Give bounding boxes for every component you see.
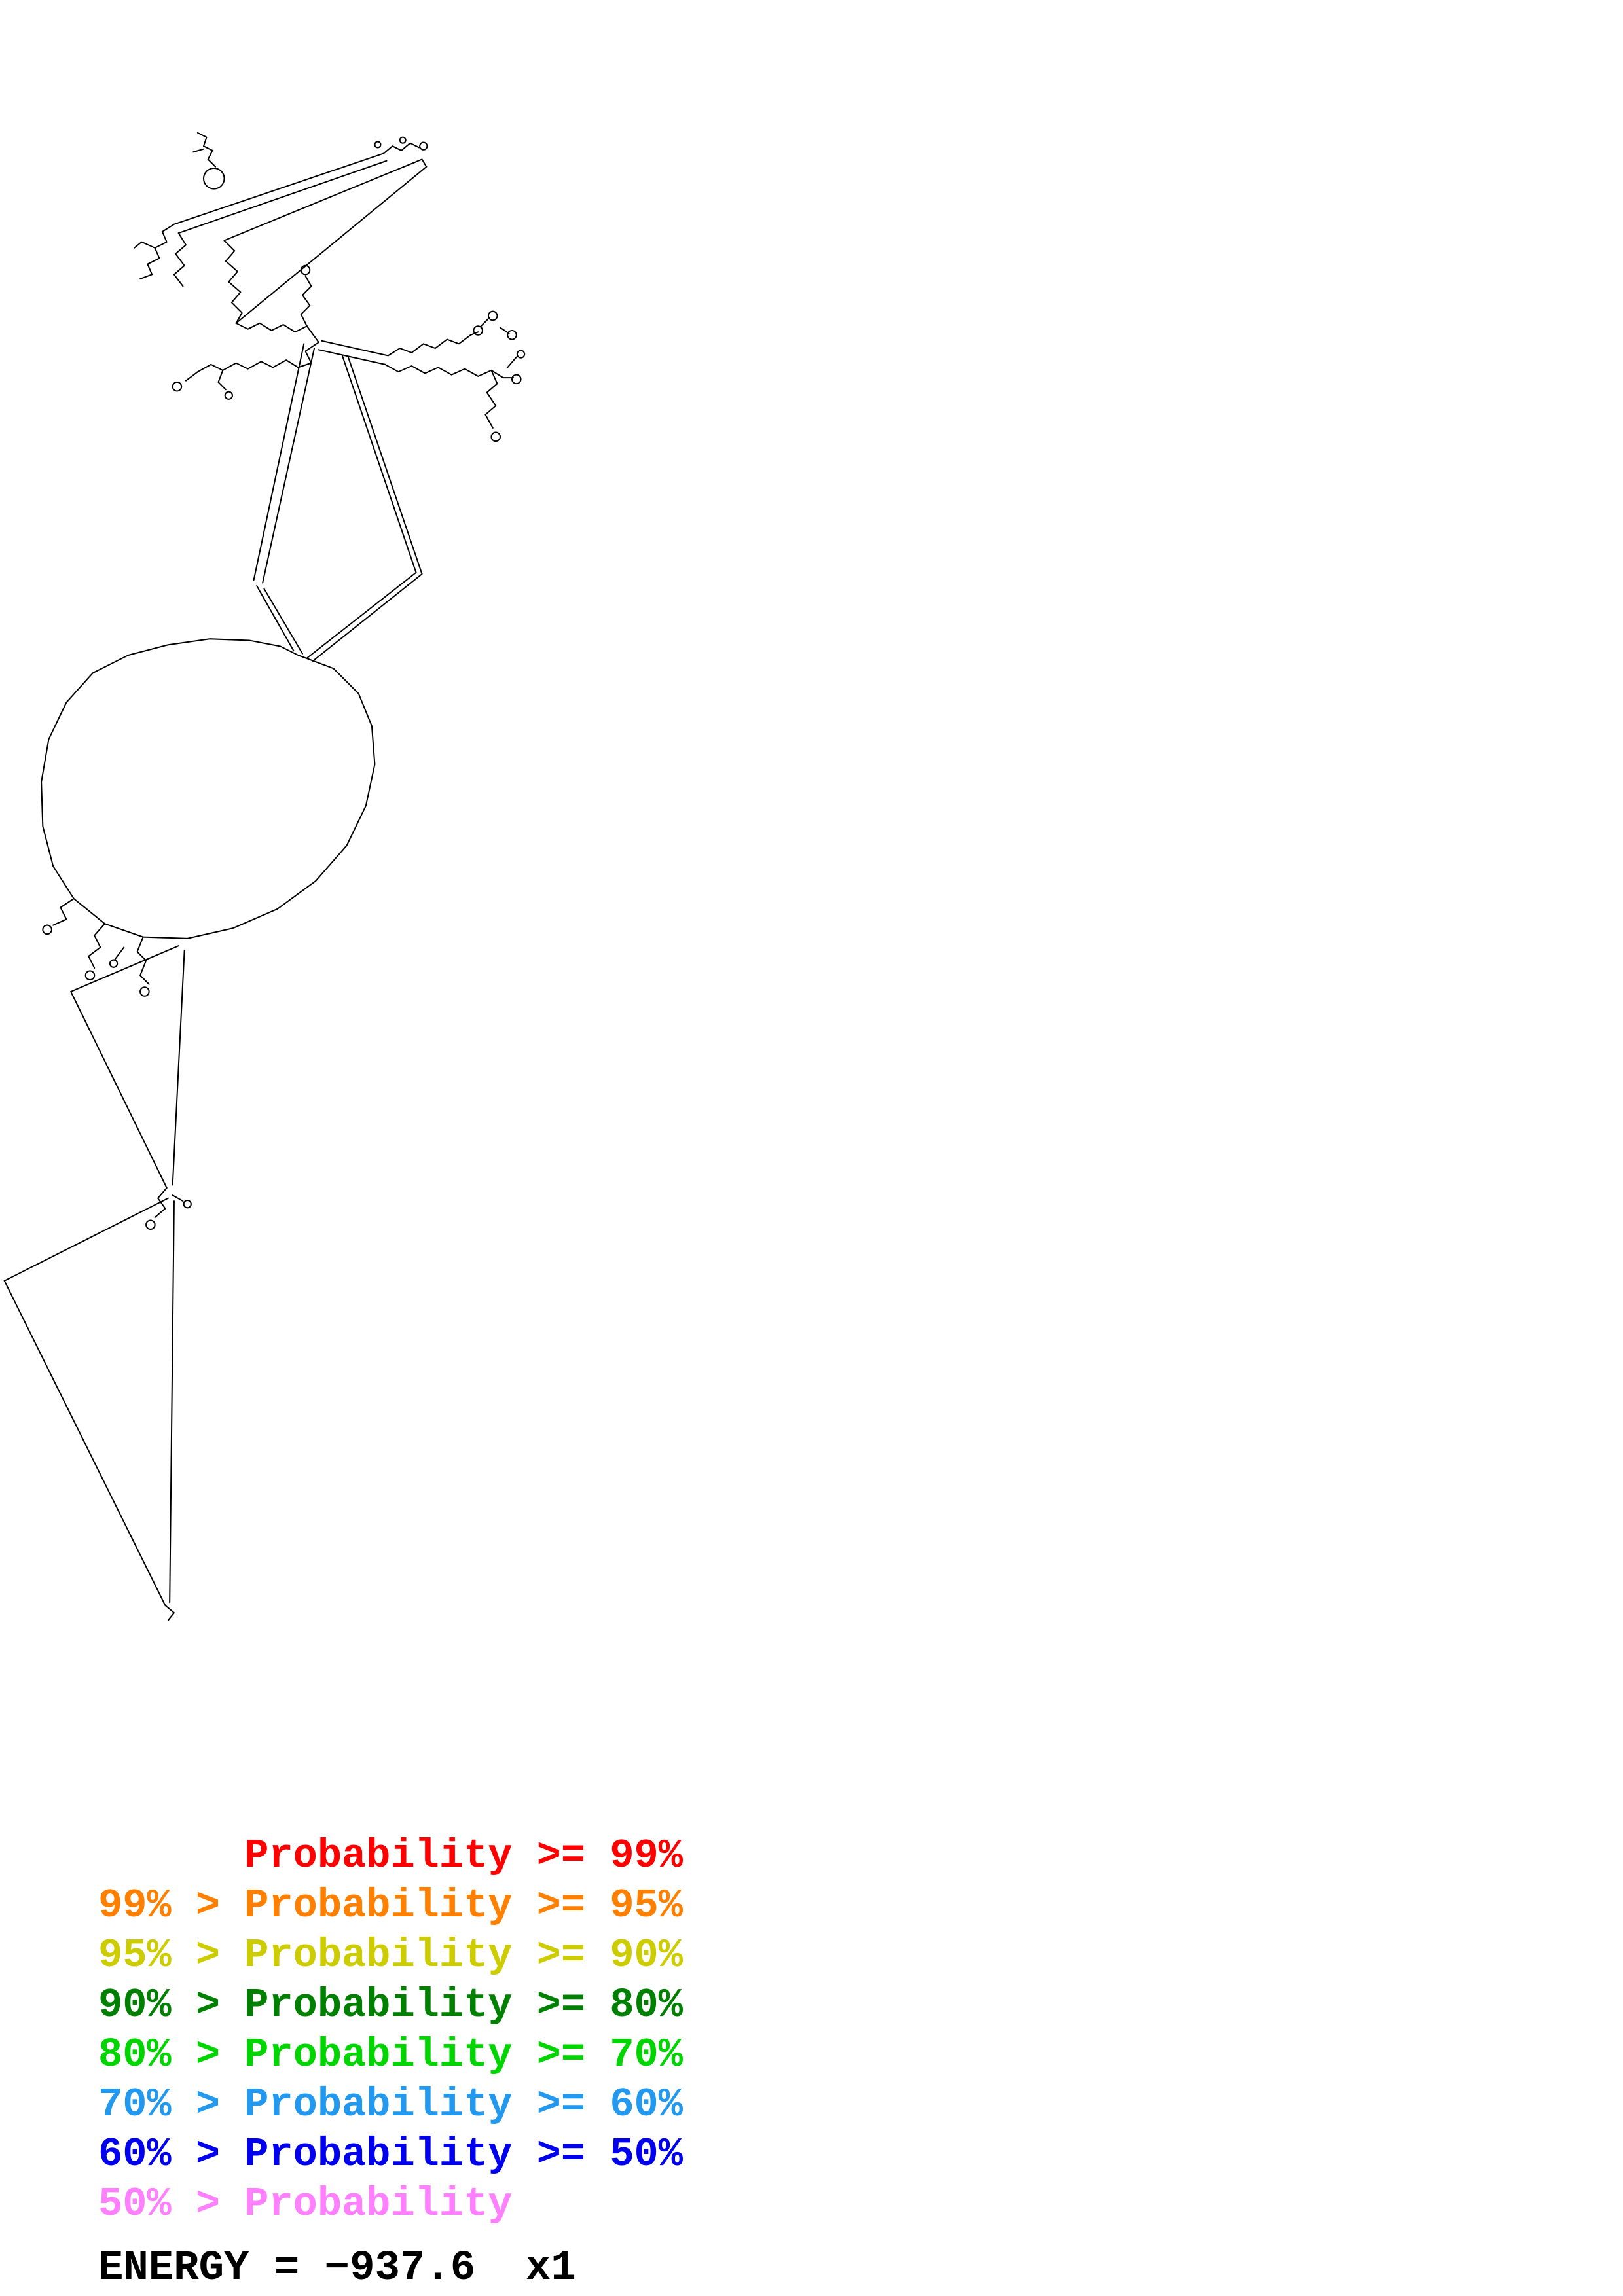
structure-main-loop — [41, 638, 376, 997]
legend-item-below-50: 50% > Probability — [98, 2181, 513, 2227]
legend-item-90-95: 95% > Probability >= 90% — [98, 1932, 683, 1979]
legend-item-95-99: 99% > Probability >= 95% — [98, 1882, 683, 1929]
five-prime-end-icon — [202, 167, 225, 190]
legend-item-80-90: 90% > Probability >= 80% — [98, 1982, 683, 2028]
legend-item-70-80: 80% > Probability >= 70% — [98, 2032, 683, 2078]
structure-top-cluster — [134, 132, 526, 442]
probability-legend: Probability >= 99% 99% > Probability >= … — [98, 1831, 683, 2293]
legend-item-60-70: 70% > Probability >= 60% — [98, 2081, 683, 2128]
legend-item-99: Probability >= 99% — [98, 1833, 683, 1879]
energy-label: ENERGY = −937.6 x1 — [98, 2245, 576, 2292]
legend-item-50-60: 60% > Probability >= 50% — [98, 2131, 683, 2178]
structure-lower-stems — [3, 945, 192, 1621]
structure-long-stems — [253, 343, 423, 662]
